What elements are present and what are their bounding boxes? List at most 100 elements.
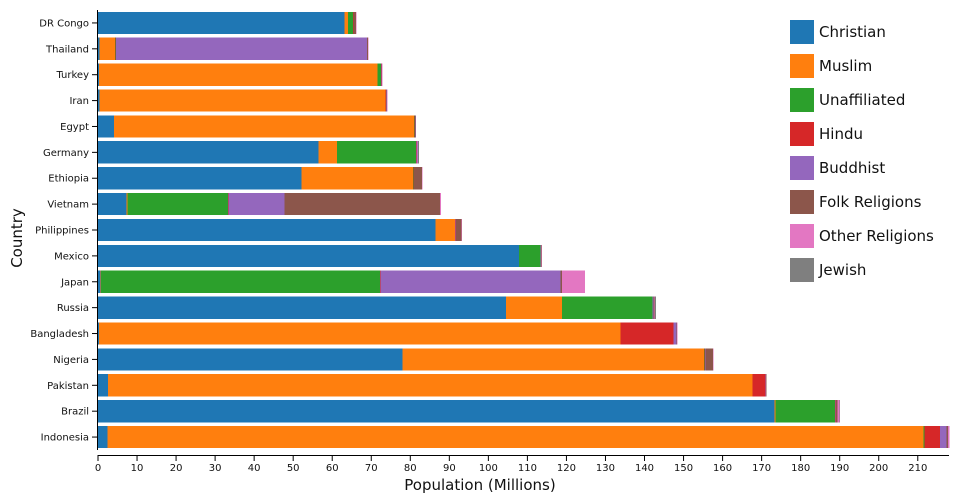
bar-brazil-folk-religions [836,400,837,422]
bar-indonesia-muslim [107,426,923,448]
bar-thailand-unaffiliated [115,38,116,60]
bar-pakistan-muslim [108,374,752,396]
bar-philippines-folk-religions [456,219,461,241]
legend-item-christian: Christian [790,20,886,44]
bar-indonesia-hindu [924,426,940,448]
bar-germany-muslim [319,141,337,163]
legend-label: Hindu [819,125,863,143]
y-tick-label: Mexico [54,251,89,262]
y-tick-label: Turkey [55,70,89,81]
bar-germany-buddhist [417,141,418,163]
x-tick-label: 40 [248,463,261,474]
x-tick-label: 140 [635,463,654,474]
y-tick-label: Egypt [60,122,89,133]
x-axis-title: Population (Millions) [404,476,555,494]
y-tick-label: Thailand [45,44,89,55]
x-tick-label: 30 [209,463,222,474]
legend-item-buddhist: Buddhist [790,156,885,180]
legend: Christian Muslim Unaffiliated Hindu Buddhist… [790,20,934,282]
x-tick-label: 60 [326,463,339,474]
bar-russia-muslim [506,297,562,319]
bar-russia-christian [98,297,506,319]
x-tick-label: 90 [443,463,456,474]
legend-swatch [790,20,814,44]
bar-brazil-unaffiliated [776,400,835,422]
x-tick-label: 180 [791,463,810,474]
legend-label: Other Religions [819,227,934,245]
bar-bangladesh-buddhist [673,322,676,344]
bar-brazil-christian [98,400,775,422]
bar-nigeria-muslim [402,348,704,370]
bar-pakistan-christian [98,374,108,396]
x-tick-label: 120 [557,463,576,474]
bar-indonesia-christian [98,426,107,448]
x-tick-label: 50 [287,463,300,474]
y-tick-label: Ethiopia [48,174,89,185]
bar-pakistan-hindu [753,374,766,396]
bar-egypt-muslim [114,115,414,137]
bar-bangladesh-christian [98,322,99,344]
legend-swatch [790,190,814,214]
legend-swatch [790,156,814,180]
bar-vietnam-christian [98,193,126,215]
y-tick-label: DR Congo [39,18,89,29]
bar-nigeria-folk-religions [705,348,713,370]
x-tick-label: 200 [869,463,888,474]
bar-brazil-muslim [775,400,776,422]
legend-item-folk-religions: Folk Religions [790,190,922,214]
x-tick-label: 0 [95,463,101,474]
bar-dr-congo-christian [98,12,345,34]
bar-turkey-christian [98,64,99,86]
y-axis-title: Country [8,208,26,268]
bar-bangladesh-muslim [99,322,620,344]
bar-russia-buddhist [653,297,654,319]
x-tick-label: 110 [518,463,537,474]
bar-dr-congo-folk-religions [354,12,356,34]
bar-thailand-christian [98,38,100,60]
y-tick-label: Vietnam [47,200,89,211]
legend-label: Muslim [819,57,872,75]
bar-philippines-muslim [435,219,455,241]
bar-thailand-buddhist [116,38,367,60]
legend-swatch [790,88,814,112]
bar-turkey-muslim [99,64,377,86]
legend-label: Christian [819,23,886,41]
bar-nigeria-christian [98,348,402,370]
x-tick-label: 10 [131,463,144,474]
x-tick-label: 80 [404,463,417,474]
bar-russia-unaffiliated [562,297,653,319]
y-tick-label: Brazil [61,407,89,418]
legend-label: Unaffiliated [819,91,905,109]
bar-brazil-other-religions [837,400,839,422]
x-tick-label: 100 [479,463,498,474]
bar-dr-congo-muslim [345,12,349,34]
bar-thailand-folk-religions [367,38,368,60]
bar-russia-jewish [655,297,656,319]
bar-bangladesh-hindu [621,322,674,344]
legend-swatch [790,54,814,78]
bar-brazil-buddhist [835,400,836,422]
bar-mexico-unaffiliated [519,245,540,267]
bar-germany-unaffiliated [337,141,416,163]
bar-indonesia-unaffiliated [924,426,925,448]
legend-item-muslim: Muslim [790,54,872,78]
y-tick-label: Germany [43,148,89,159]
bar-vietnam-unaffiliated [127,193,228,215]
bar-germany-christian [98,141,319,163]
legend-item-jewish: Jewish [790,258,866,282]
legend-swatch [790,258,814,282]
bar-thailand-muslim [100,38,115,60]
bar-indonesia-other-religions [948,426,949,448]
bar-vietnam-muslim [126,193,127,215]
legend-swatch [790,122,814,146]
x-tick-label: 160 [713,463,732,474]
legend-item-hindu: Hindu [790,122,863,146]
bar-germany-jewish [418,141,419,163]
bar-vietnam-folk-religions [285,193,440,215]
bar-vietnam-buddhist [228,193,284,215]
x-tick-label: 170 [752,463,771,474]
bar-japan-folk-religions [561,271,563,293]
x-tick-label: 150 [674,463,693,474]
